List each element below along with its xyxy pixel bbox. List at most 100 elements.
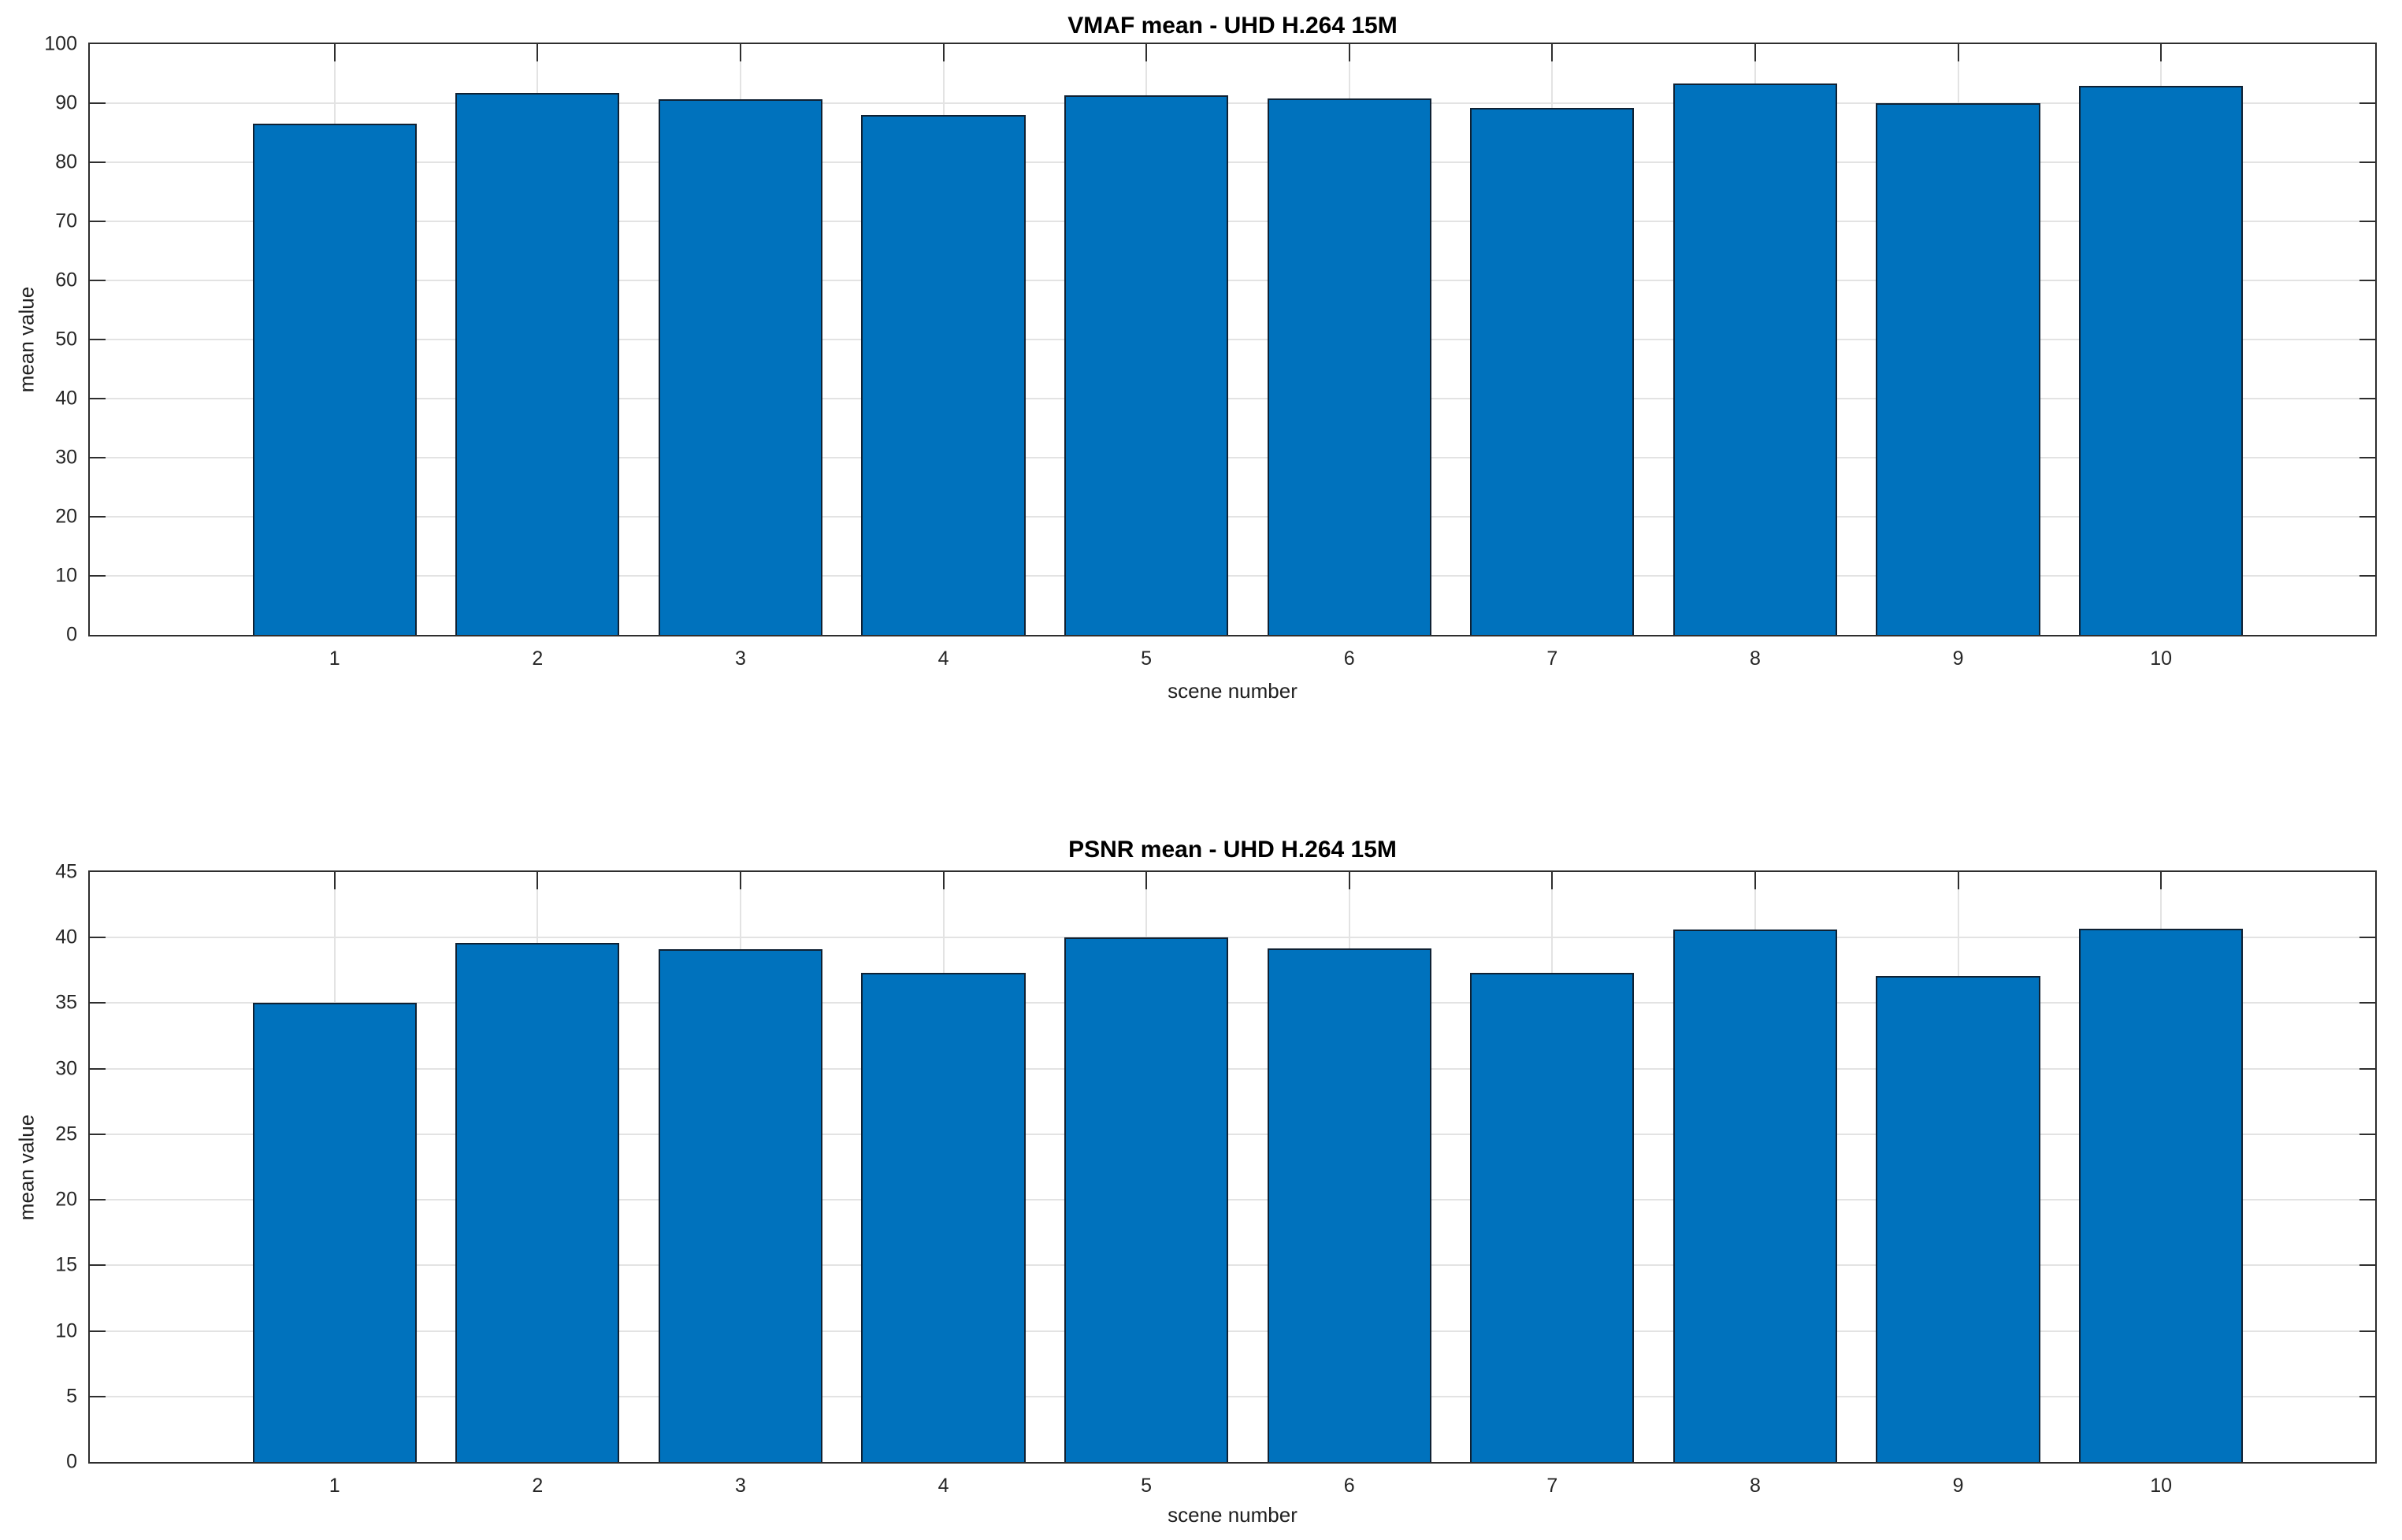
bar-scene-5 [1064, 937, 1229, 1462]
x-tick-label: 5 [1141, 1475, 1153, 1497]
gridline-vertical [333, 872, 336, 1462]
x-tick-top [1145, 872, 1148, 889]
x-tick-label: 3 [734, 648, 746, 670]
y-tick-label: 5 [66, 1385, 77, 1408]
y-tick-right [2359, 339, 2375, 340]
gridline-horizontal [90, 937, 2375, 939]
y-tick-left [90, 221, 106, 222]
gridline-horizontal [90, 339, 2375, 340]
bar-scene-6 [1267, 98, 1431, 635]
x-tick-label: 9 [1952, 1475, 1964, 1497]
x-tick-label: 2 [532, 1475, 544, 1497]
bar-scene-2 [455, 92, 620, 635]
x-tick-top [1551, 44, 1554, 61]
y-tick-left [90, 516, 106, 518]
x-tick-label: 4 [937, 1475, 949, 1497]
gridline-horizontal [90, 575, 2375, 577]
x-tick-bottom [1348, 618, 1350, 635]
y-tick-right [2359, 1067, 2375, 1070]
x-tick-top [2160, 44, 2163, 61]
y-tick-right [2359, 1133, 2375, 1135]
gridline-vertical [739, 44, 741, 635]
x-tick-label: 2 [532, 648, 544, 670]
gridline-vertical [2160, 872, 2163, 1462]
gridline-horizontal [90, 398, 2375, 399]
gridline-vertical [333, 44, 336, 635]
y-tick-label: 80 [55, 150, 77, 173]
x-tick-bottom [1957, 618, 1959, 635]
gridline-vertical [1957, 44, 1959, 635]
gridline-horizontal [90, 102, 2375, 104]
x-tick-bottom [1551, 618, 1554, 635]
y-tick-label: 40 [55, 387, 77, 410]
chart-title: VMAF mean - UHD H.264 15M [1067, 13, 1398, 39]
y-tick-left [90, 457, 106, 458]
bar-scene-1 [252, 1003, 417, 1462]
x-tick-label: 8 [1750, 1475, 1761, 1497]
x-tick-top [536, 44, 539, 61]
x-tick-top [1348, 872, 1350, 889]
x-tick-label: 10 [2150, 648, 2173, 670]
y-tick-label: 25 [55, 1123, 77, 1145]
gridline-vertical [1348, 872, 1350, 1462]
gridline-vertical [536, 872, 539, 1462]
bar-scene-9 [1876, 975, 2040, 1462]
y-axis-label: mean value [14, 286, 39, 393]
gridline-vertical [1754, 872, 1756, 1462]
gridline-horizontal [90, 457, 2375, 458]
y-tick-left [90, 1067, 106, 1070]
y-tick-label: 35 [55, 991, 77, 1014]
gridline-horizontal [90, 1002, 2375, 1004]
x-tick-top [739, 44, 741, 61]
x-tick-top [536, 872, 539, 889]
x-tick-label: 10 [2150, 1475, 2173, 1497]
y-tick-label: 70 [55, 210, 77, 232]
bar-scene-8 [1672, 930, 1838, 1462]
y-tick-right [2359, 161, 2375, 163]
gridline-vertical [942, 872, 945, 1462]
y-tick-left [90, 339, 106, 340]
y-tick-right [2359, 1330, 2375, 1332]
bar-scene-6 [1267, 948, 1431, 1462]
x-tick-label: 1 [329, 648, 340, 670]
x-tick-label: 1 [329, 1475, 340, 1497]
x-tick-bottom [536, 618, 539, 635]
y-tick-label: 45 [55, 860, 77, 883]
y-tick-label: 60 [55, 269, 77, 291]
y-tick-left [90, 161, 106, 163]
y-tick-right [2359, 1002, 2375, 1004]
x-tick-label: 8 [1750, 648, 1761, 670]
y-tick-label: 90 [55, 91, 77, 114]
y-tick-label: 10 [55, 564, 77, 587]
y-tick-label: 30 [55, 1057, 77, 1080]
gridline-vertical [942, 44, 945, 635]
y-tick-left [90, 1330, 106, 1332]
gridline-horizontal [90, 1264, 2375, 1267]
y-tick-right [2359, 575, 2375, 577]
x-tick-bottom [1145, 1445, 1148, 1462]
gridline-vertical [1957, 872, 1959, 1462]
x-tick-bottom [333, 618, 336, 635]
y-tick-label: 100 [44, 32, 77, 55]
gridline-horizontal [90, 1133, 2375, 1135]
y-tick-label: 0 [66, 1450, 77, 1473]
gridline-vertical [1551, 872, 1554, 1462]
x-tick-label: 7 [1546, 1475, 1558, 1497]
x-tick-bottom [1754, 618, 1756, 635]
gridline-vertical [1754, 44, 1756, 635]
x-tick-top [333, 44, 336, 61]
y-tick-left [90, 1395, 106, 1397]
x-tick-top [942, 872, 945, 889]
x-tick-bottom [536, 1445, 539, 1462]
gridline-horizontal [90, 280, 2375, 281]
gridline-horizontal [90, 1199, 2375, 1201]
y-tick-right [2359, 102, 2375, 104]
bar-scene-3 [658, 949, 823, 1462]
x-tick-top [1145, 44, 1148, 61]
x-tick-bottom [333, 1445, 336, 1462]
y-tick-label: 20 [55, 505, 77, 528]
gridline-horizontal [90, 1395, 2375, 1397]
x-tick-label: 7 [1546, 648, 1558, 670]
y-tick-right [2359, 1395, 2375, 1397]
x-tick-label: 9 [1952, 648, 1964, 670]
